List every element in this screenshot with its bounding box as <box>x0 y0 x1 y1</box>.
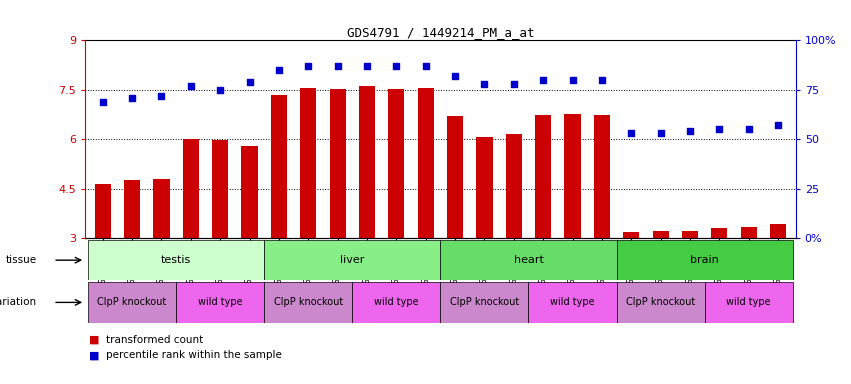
Bar <box>594 116 610 238</box>
Point <box>507 81 521 87</box>
Text: ClpP knockout: ClpP knockout <box>274 297 343 308</box>
Bar <box>124 180 140 238</box>
Bar <box>740 227 757 238</box>
Point <box>360 63 374 69</box>
Text: wild type: wild type <box>374 297 419 308</box>
Point <box>272 67 286 73</box>
Point <box>771 122 785 128</box>
Title: GDS4791 / 1449214_PM_a_at: GDS4791 / 1449214_PM_a_at <box>346 26 534 39</box>
Bar <box>505 134 522 238</box>
Text: wild type: wild type <box>727 297 771 308</box>
Point <box>390 63 403 69</box>
Point <box>214 87 227 93</box>
Bar <box>441 282 528 323</box>
Bar <box>88 240 264 280</box>
Bar <box>271 95 287 238</box>
Point <box>625 130 638 136</box>
Text: ClpP knockout: ClpP knockout <box>626 297 695 308</box>
Bar <box>623 232 639 238</box>
Bar <box>418 88 434 238</box>
Bar <box>711 228 728 238</box>
Point <box>536 77 550 83</box>
Point <box>419 63 432 69</box>
Bar <box>564 114 580 238</box>
Text: heart: heart <box>513 255 544 265</box>
Point <box>184 83 197 89</box>
Bar <box>359 86 375 238</box>
Bar <box>388 89 404 238</box>
Bar <box>352 282 441 323</box>
Text: transformed count: transformed count <box>106 335 203 345</box>
Bar <box>94 184 111 238</box>
Text: tissue: tissue <box>6 255 37 265</box>
Point <box>477 81 491 87</box>
Bar <box>535 116 551 238</box>
Point <box>742 126 756 132</box>
Text: brain: brain <box>690 255 719 265</box>
Bar <box>176 282 264 323</box>
Bar <box>653 231 669 238</box>
Bar <box>264 240 440 280</box>
Bar <box>617 282 705 323</box>
Point <box>654 130 667 136</box>
Bar <box>88 282 176 323</box>
Bar <box>264 282 352 323</box>
Bar <box>212 140 228 238</box>
Bar <box>682 232 698 238</box>
Bar <box>329 89 346 238</box>
Bar <box>183 139 199 238</box>
Bar <box>153 179 169 238</box>
Bar <box>447 116 463 238</box>
Text: ■: ■ <box>89 350 100 360</box>
Text: ClpP knockout: ClpP knockout <box>98 297 167 308</box>
Text: liver: liver <box>340 255 364 265</box>
Text: percentile rank within the sample: percentile rank within the sample <box>106 350 283 360</box>
Text: ClpP knockout: ClpP knockout <box>450 297 519 308</box>
Point <box>243 79 256 85</box>
Point <box>331 63 345 69</box>
Text: wild type: wild type <box>551 297 595 308</box>
Bar <box>441 240 617 280</box>
Text: genotype/variation: genotype/variation <box>0 297 37 308</box>
Text: ■: ■ <box>89 335 100 345</box>
Point <box>301 63 315 69</box>
Point <box>448 73 462 79</box>
Point <box>595 77 608 83</box>
Bar <box>528 282 617 323</box>
Bar <box>705 282 793 323</box>
Point <box>96 99 110 105</box>
Text: wild type: wild type <box>197 297 243 308</box>
Bar <box>477 137 493 238</box>
Bar <box>617 240 793 280</box>
Point <box>566 77 580 83</box>
Point <box>155 93 168 99</box>
Bar <box>300 88 317 238</box>
Text: testis: testis <box>161 255 191 265</box>
Point <box>712 126 726 132</box>
Bar <box>242 146 258 238</box>
Point <box>125 94 139 101</box>
Bar <box>770 224 786 238</box>
Point <box>683 128 697 134</box>
